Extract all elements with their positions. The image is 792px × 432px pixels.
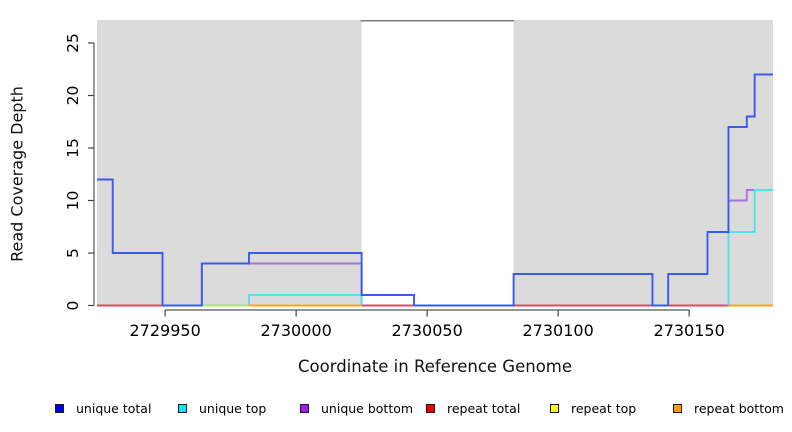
legend-label: unique bottom <box>321 401 414 416</box>
x-tick-label: 2730050 <box>392 321 463 340</box>
legend-item-unique-top: unique top <box>178 401 267 416</box>
legend-swatch <box>673 404 682 413</box>
y-tick-label: 15 <box>64 138 82 158</box>
legend-item-unique-bottom: unique bottom <box>300 401 414 416</box>
y-tick-label: 5 <box>64 248 82 258</box>
missing-data-region <box>361 20 514 306</box>
y-tick-label: 25 <box>64 33 82 53</box>
legend-swatch <box>300 404 309 413</box>
x-axis-title: Coordinate in Reference Genome <box>297 357 573 376</box>
legend-swatch <box>178 404 187 413</box>
legend-swatch <box>426 404 435 413</box>
legend-item-unique-total: unique total <box>55 401 152 416</box>
legend-label: repeat bottom <box>694 401 784 416</box>
legend-label: repeat total <box>447 401 521 416</box>
series-line-unique-top <box>727 189 773 306</box>
x-tick-label: 2730000 <box>260 321 331 340</box>
legend-item-repeat-total: repeat total <box>426 401 521 416</box>
y-tick-label: 10 <box>64 191 82 211</box>
series-line-unique-total <box>97 73 773 307</box>
legend-swatch <box>55 404 64 413</box>
x-tick-label: 2730150 <box>654 321 725 340</box>
legend-item-repeat-bottom: repeat bottom <box>673 401 784 416</box>
legend-item-repeat-top: repeat top <box>550 401 637 416</box>
x-tick-label: 2730100 <box>523 321 594 340</box>
legend-label: repeat top <box>571 401 637 416</box>
legend-swatch <box>550 404 559 413</box>
legend-label: unique total <box>76 401 152 416</box>
y-tick-label: 20 <box>64 86 82 106</box>
y-axis-title: Read Coverage Depth <box>7 86 27 262</box>
x-tick-label: 2729950 <box>129 321 200 340</box>
y-tick-label: 0 <box>64 301 82 311</box>
legend-label: unique top <box>199 401 267 416</box>
